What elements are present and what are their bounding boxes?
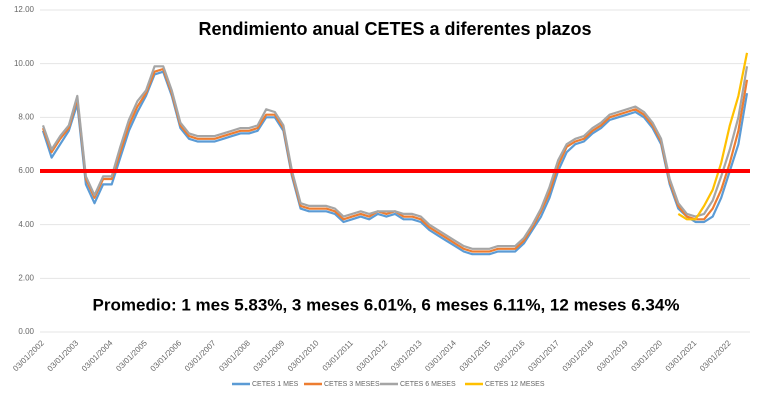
x-tick-label: 03/01/2005	[114, 338, 149, 373]
series-line	[677, 52, 749, 221]
y-tick-label: 10.00	[14, 59, 35, 68]
legend-label: CETES 3 MESES	[324, 381, 380, 388]
x-tick-label: 03/01/2007	[183, 338, 218, 373]
x-tick-label: 03/01/2018	[561, 338, 596, 373]
x-tick-label: 03/01/2019	[595, 338, 630, 373]
x-tick-label: 03/01/2021	[664, 338, 699, 373]
x-tick-label: 03/01/2013	[389, 338, 424, 373]
x-tick-label: 03/01/2004	[80, 338, 115, 373]
x-tick-label: 03/01/2002	[11, 338, 46, 373]
y-tick-label: 8.00	[18, 112, 34, 121]
y-tick-label: 2.00	[18, 273, 34, 282]
legend-label: CETES 6 MESES	[400, 381, 456, 388]
x-tick-label: 03/01/2022	[698, 338, 733, 373]
series-line	[41, 70, 749, 256]
x-tick-label: 03/01/2010	[286, 338, 321, 373]
x-tick-label: 03/01/2014	[423, 338, 458, 373]
x-tick-label: 03/01/2017	[526, 338, 561, 373]
x-tick-label: 03/01/2015	[458, 338, 493, 373]
x-tick-label: 03/01/2020	[629, 338, 664, 373]
x-tick-label: 03/01/2011	[321, 338, 356, 373]
series-line	[41, 65, 749, 250]
x-tick-label: 03/01/2008	[217, 338, 252, 373]
annotation: Promedio: 1 mes 5.83%, 3 meses 6.01%, 6 …	[93, 295, 680, 314]
y-tick-label: 12.00	[14, 5, 35, 14]
x-tick-label: 03/01/2003	[46, 338, 81, 373]
y-tick-label: 4.00	[18, 220, 34, 229]
x-tick-label: 03/01/2009	[252, 338, 287, 373]
y-tick-label: 0.00	[18, 327, 34, 336]
x-tick-label: 03/01/2016	[492, 338, 527, 373]
x-tick-label: 03/01/2006	[149, 338, 184, 373]
x-tick-label: 03/01/2012	[355, 338, 390, 373]
y-tick-label: 6.00	[18, 166, 34, 175]
legend-label: CETES 1 MES	[252, 381, 299, 388]
legend-label: CETES 12 MESES	[485, 381, 545, 388]
series-line	[41, 67, 749, 253]
chart-title: Rendimiento anual CETES a diferentes pla…	[198, 19, 591, 39]
